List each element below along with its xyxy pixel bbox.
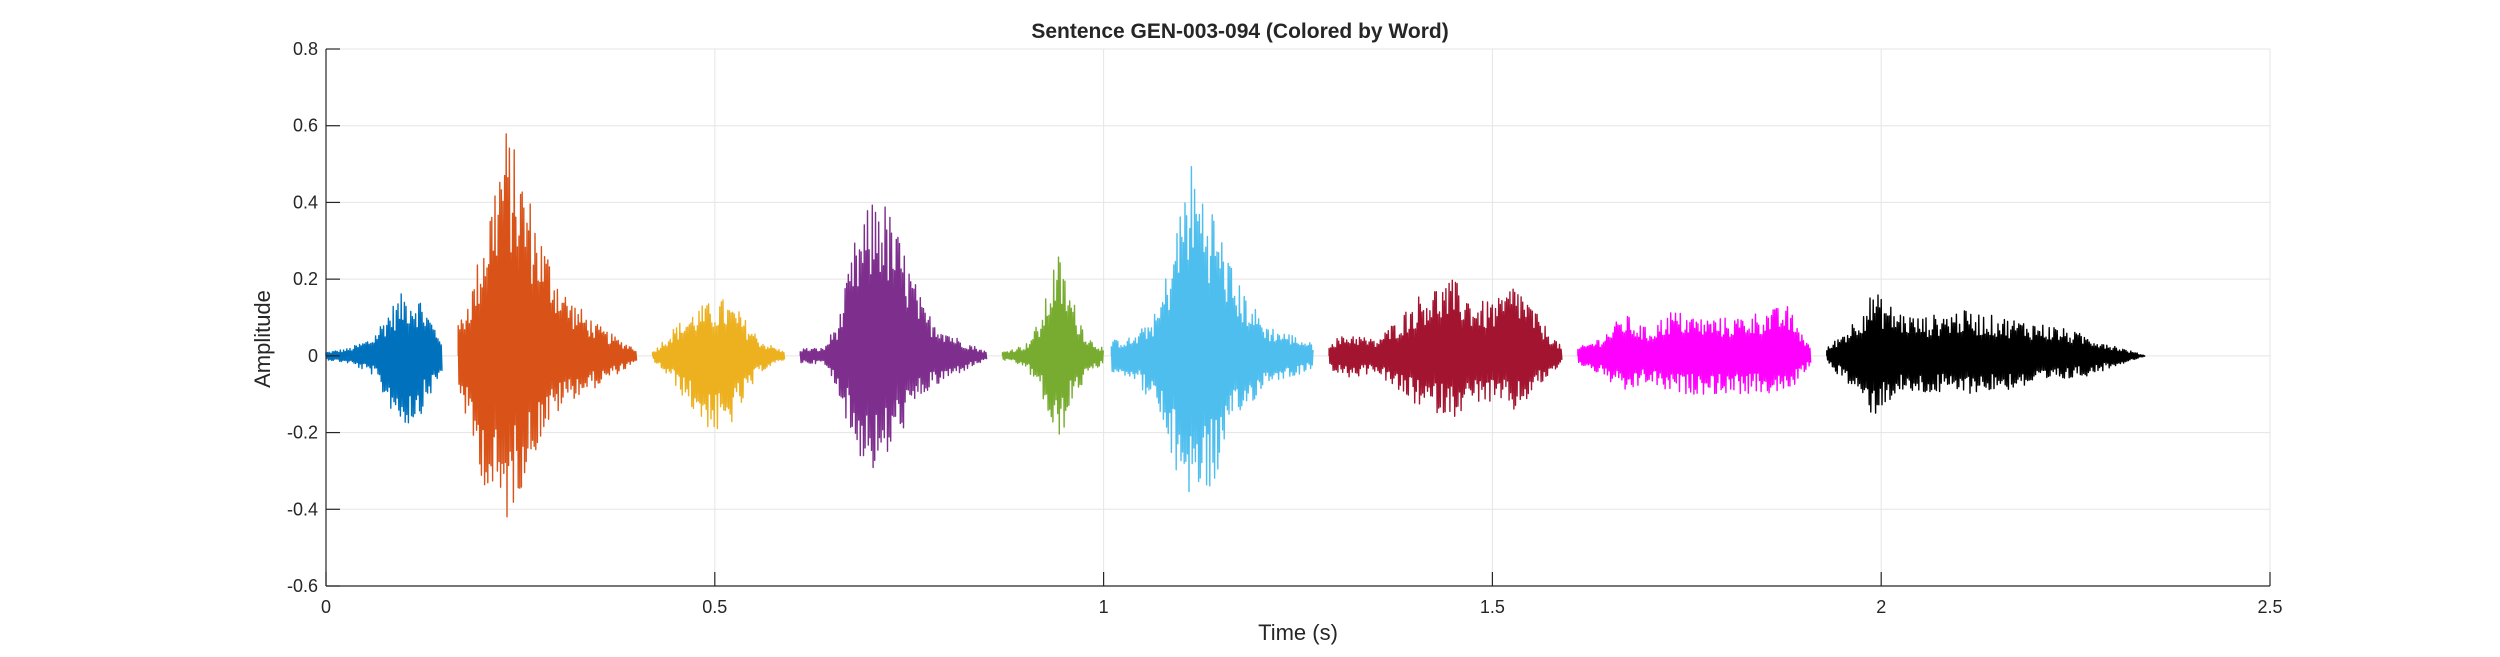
- waveform-segment: [1328, 279, 1563, 417]
- plot-area: [326, 49, 2270, 586]
- y-tick-label: 0.8: [293, 39, 318, 59]
- y-tick-label: -0.2: [287, 423, 318, 443]
- y-tick-label: 0.6: [293, 116, 318, 136]
- waveform-segment: [457, 133, 638, 518]
- waveform-series: [325, 133, 2146, 518]
- y-tick-label: -0.6: [287, 576, 318, 596]
- waveform-segment: [325, 293, 443, 424]
- y-tick-label: 0: [308, 346, 318, 366]
- x-tick-label: 1.5: [1480, 597, 1505, 617]
- y-tick-labels: -0.6 -0.4 -0.2 0 0.2 0.4 0.6 0.8: [287, 39, 318, 596]
- x-tick-label: 0.5: [702, 597, 727, 617]
- x-tick-label: 2.5: [2257, 597, 2282, 617]
- waveform-segment: [1826, 294, 2146, 414]
- y-tick-label: 0.2: [293, 269, 318, 289]
- y-tick-label: -0.4: [287, 499, 318, 519]
- waveform-segment: [1110, 166, 1314, 493]
- waveform-segment: [651, 299, 786, 430]
- x-axis-label: Time (s): [1258, 620, 1338, 645]
- waveform-segment: [1001, 256, 1104, 435]
- x-tick-label: 0: [321, 597, 331, 617]
- x-tick-label: 1: [1099, 597, 1109, 617]
- y-axis-label: Amplitude: [250, 290, 275, 388]
- waveform-segment: [1577, 306, 1812, 395]
- x-tick-labels: 0 0.5 1 1.5 2 2.5: [321, 597, 2283, 617]
- chart-title: Sentence GEN-003-094 (Colored by Word): [1031, 20, 1448, 43]
- x-tick-label: 2: [1876, 597, 1886, 617]
- y-tick-label: 0.4: [293, 192, 318, 212]
- waveform-segment: [799, 204, 988, 469]
- axes: [325, 48, 2271, 587]
